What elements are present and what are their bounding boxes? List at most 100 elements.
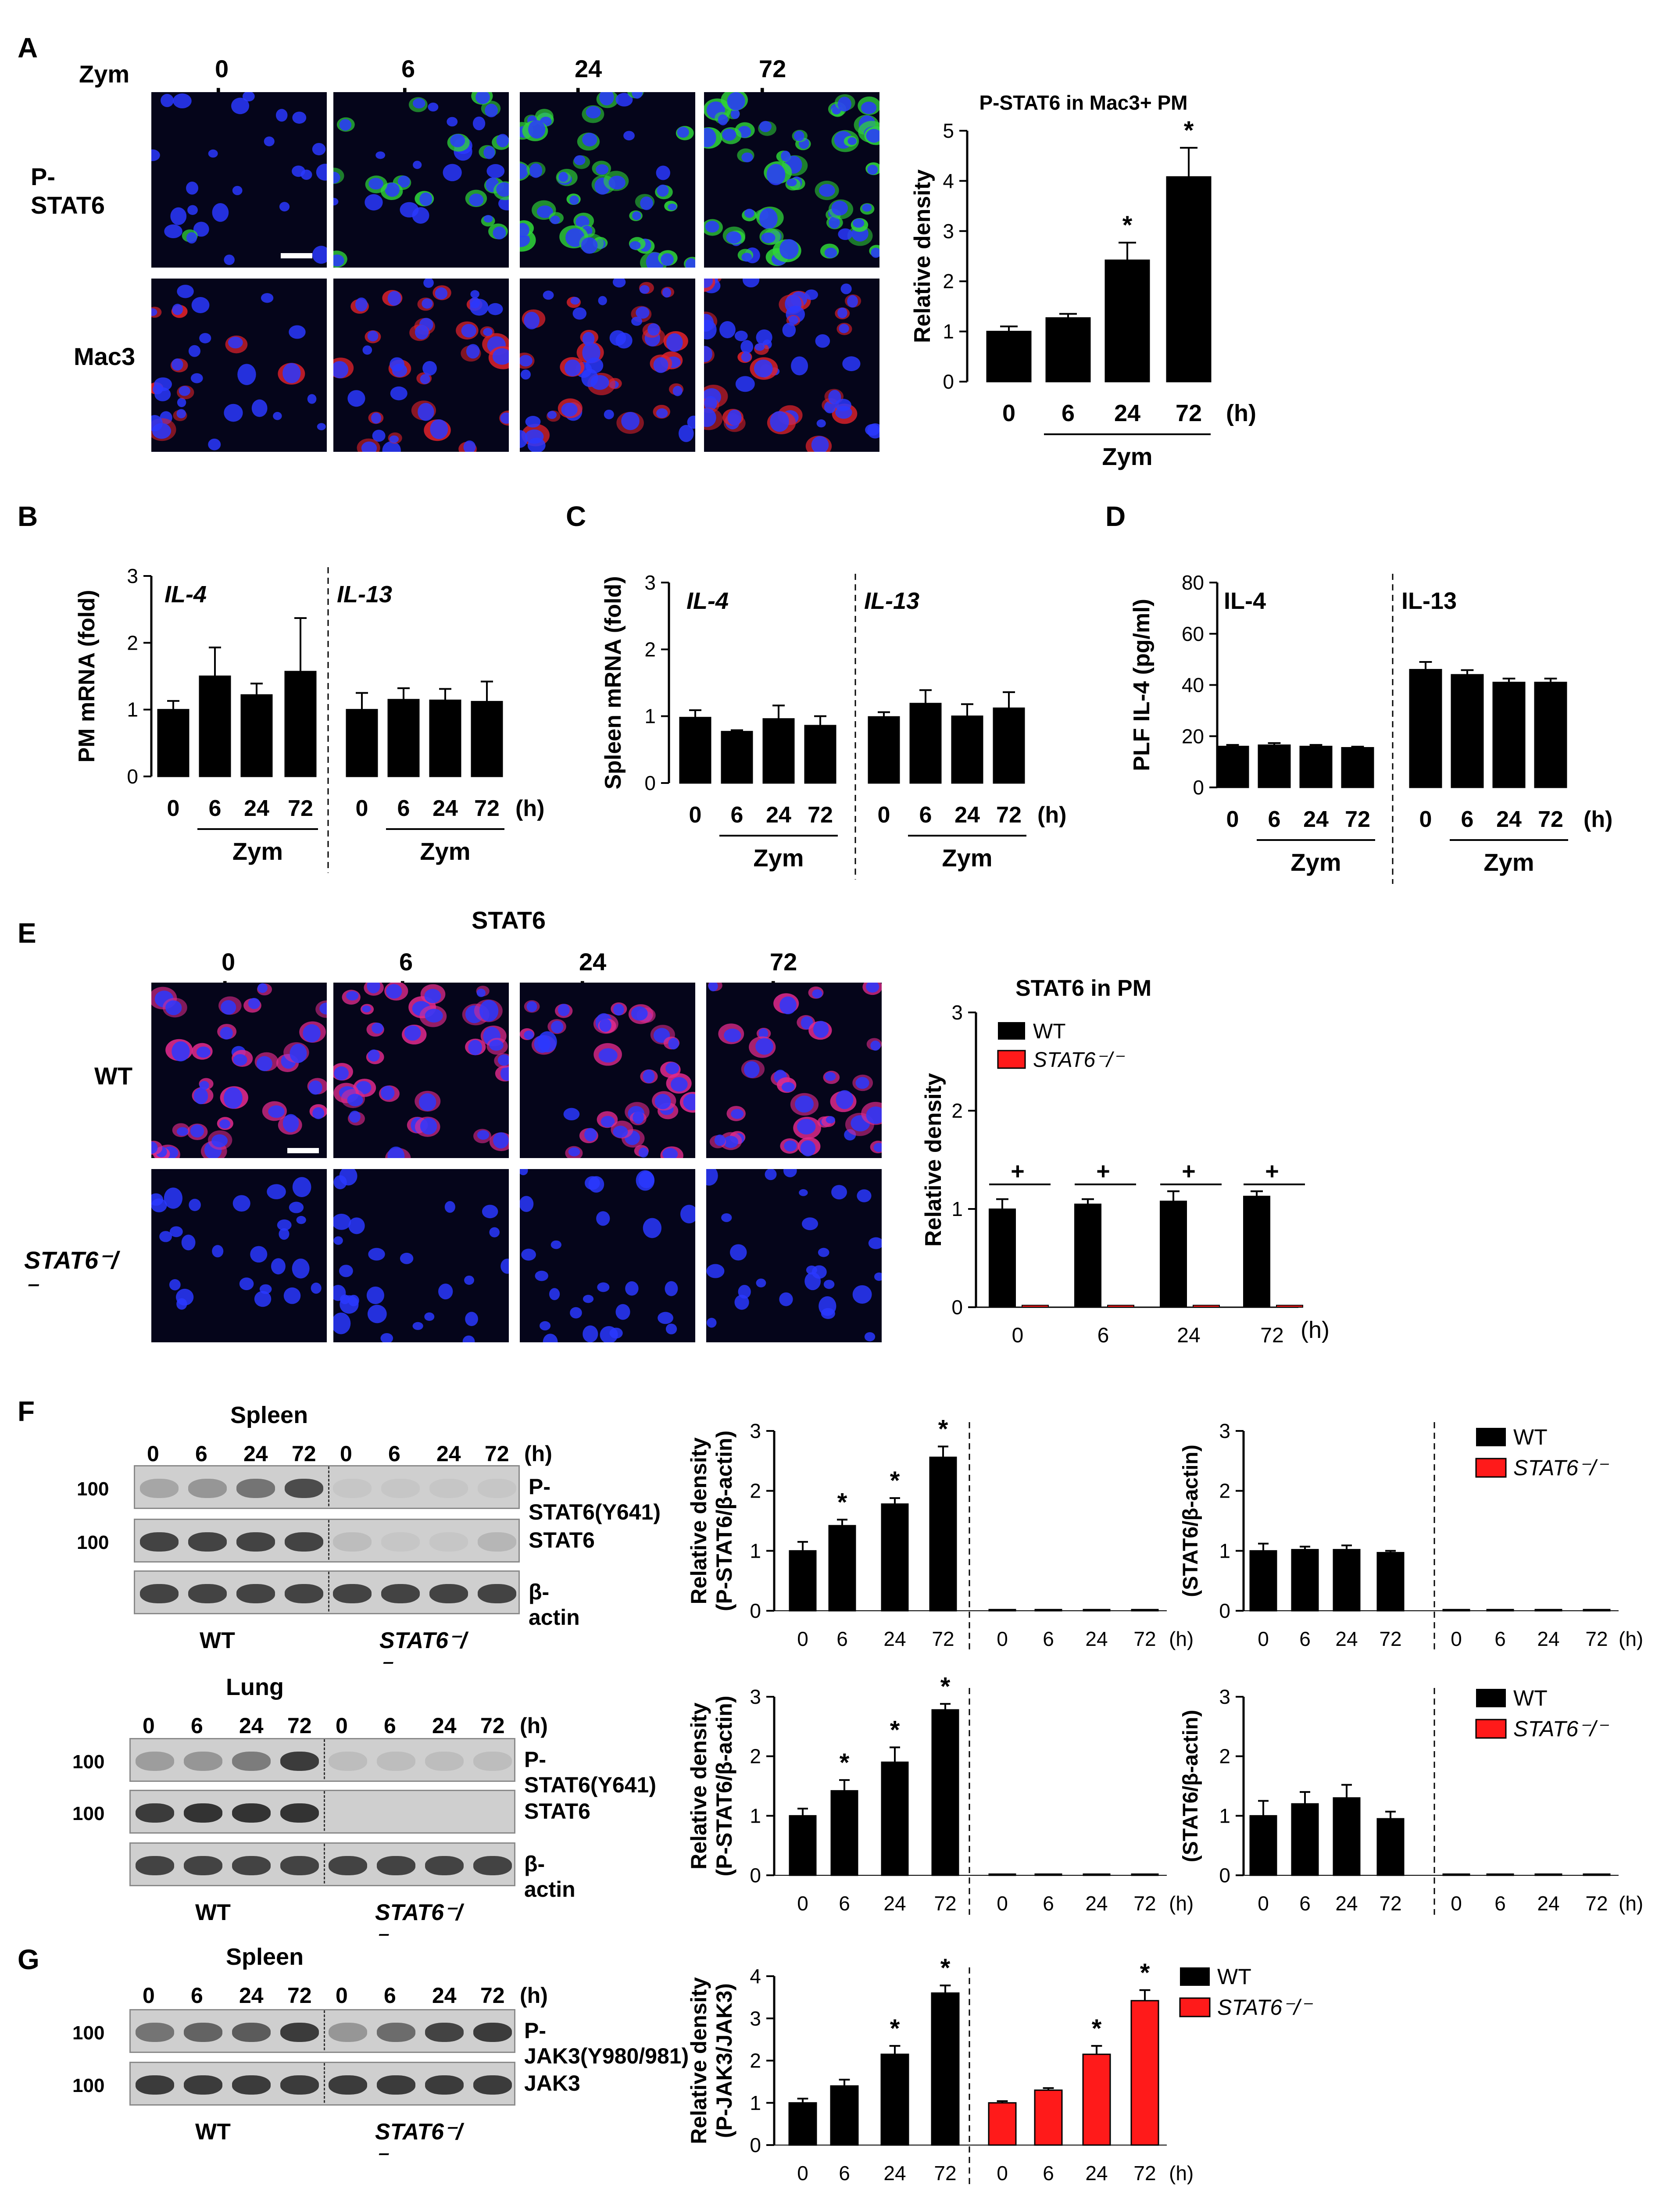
blot-divider [328,1520,329,1561]
y-tick-label: 2 [1219,1480,1230,1502]
y-tick-label: 5 [943,119,954,142]
blot-band [285,1479,323,1498]
x-unit-label: (h) [1619,1627,1643,1650]
y-tick-label: 4 [943,169,954,192]
bar [993,707,1025,784]
legend-label: STAT6⁻/⁻ [1513,1455,1609,1480]
x-tick-label: 72 [1585,1892,1608,1915]
x-tick-label: 72 [1379,1627,1401,1650]
x-tick-label: 24 [244,796,269,821]
blot-band [377,1856,415,1875]
y-tick-label: 1 [750,1539,761,1562]
significance-mark: * [1140,1959,1150,1987]
blot-time-label: 0 [147,1441,159,1466]
panel-letter-b: B [18,501,38,532]
significance-mark: * [938,1415,948,1444]
y-axis-label: Spleen mRNA (fold) [601,576,626,789]
x-tick-label: 24 [883,1627,906,1650]
bar [1034,2089,1063,2146]
blot-strip-0 [129,2009,515,2053]
mw-marker: 100 [72,2022,105,2044]
x-tick-label: 0 [1258,1627,1269,1650]
legend-swatch [1475,1458,1507,1478]
blot-band [333,1479,372,1498]
blot-band [333,1584,372,1603]
x-unit-label: (h) [1169,2162,1194,2185]
blot-group-wt: WT [195,2119,231,2145]
pstat6-micrograph-24h [520,92,695,268]
blot-strip-1 [129,1790,515,1834]
y-tick-label: 0 [943,370,954,393]
blot-band [188,1532,227,1552]
x-tick-label: 72 [1585,1627,1608,1650]
wt-stat6-micrograph-3 [706,983,882,1158]
e-title: STAT6 [472,906,546,934]
a-treatment-label: Zym [79,60,130,88]
blot-band [280,2023,319,2042]
mac3-micrograph-24h [520,279,695,452]
x-tick-label: 72 [1345,807,1370,832]
y-tick-label: 40 [1182,674,1204,697]
treatment-label: Zym [420,837,470,865]
blot-band [140,1479,179,1498]
x-tick-label: 72 [1133,2162,1156,2185]
bar [1299,746,1333,788]
chart-B: 0 1 2 3 0 6 24 72 0 6 24 72 (h) PM mRNA (fold) IL-4 IL-… [74,565,544,873]
bar [240,694,273,777]
x-tick-label: 0 [167,796,180,821]
bar [989,1209,1016,1308]
blot-time-label: 24 [432,1983,457,2008]
y-tick-label: 0 [1219,1599,1230,1622]
group-label: IL-4 [686,588,729,614]
blot-band [329,1856,367,1875]
panel-letter-a: A [18,32,38,64]
blot-band [280,1856,319,1875]
y-tick-label: 3 [943,220,954,243]
y-tick-label: 2 [951,1099,963,1122]
blot-band [140,1532,179,1552]
significance-mark: * [840,1749,850,1777]
y-tick-label: 2 [1219,1745,1230,1768]
e-row-wt: WT [94,1062,133,1090]
x-tick-label: 6 [839,1892,850,1915]
bar [1376,1552,1405,1612]
ko-stat6-micrograph-2 [520,1169,695,1342]
significance-mark: + [1182,1158,1196,1184]
blot-row-label: P-STAT6(Y641) [529,1474,661,1524]
blot-band [478,1532,516,1552]
significance-mark: * [1184,116,1194,145]
x-unit-label: (h) [1583,807,1612,832]
treatment-label: Zym [753,844,804,872]
pstat6-micrograph-0h [151,92,327,268]
blot-band [473,1856,512,1875]
blot-band [236,1532,275,1552]
blot-band [473,2075,512,2095]
y-axis-label: (STAT6/β-actin) [1179,1445,1202,1597]
significance-mark: + [1265,1158,1279,1184]
y-axis-label-2: (P-STAT6/β-actin) [712,1696,736,1877]
chart-D: 0 20 40 60 80 0 6 24 72 0 6 24 72 (h) PLF IL-4 (pg/ml)… [1129,571,1612,884]
significance-mark: + [1096,1158,1110,1184]
chart-C: 0 1 2 3 0 6 24 72 0 6 24 72 (h) Spleen mRNA (fold) IL-… [601,571,1066,880]
bar [929,1456,957,1612]
scale-bar [281,253,312,258]
blot-band [377,2075,415,2095]
blot-group-ko: STAT6⁻/⁻ [375,1900,462,1952]
legend-label: WT [1513,1686,1548,1710]
mw-marker: 100 [72,1751,105,1773]
blot-time-label: 6 [388,1441,400,1466]
blot-band [232,2023,271,2042]
y-tick-label: 2 [943,270,954,293]
bar [788,2102,817,2146]
bar [1243,1195,1270,1308]
blot-band [236,1479,275,1498]
y-tick-label: 1 [127,698,138,721]
x-tick-label: 72 [934,1892,956,1915]
chart-G: 0 1 2 3 4 0 6 * 24 * 72 0 6 * 24 * 72 (h) Relative density… [686,1954,1313,2185]
blot-time-label: 72 [480,1713,505,1738]
blot-divider [324,2010,325,2052]
blot-band [184,1803,222,1823]
x-tick-label: 24 [1303,807,1329,832]
legend-swatch [1476,1428,1506,1446]
x-tick-label: 24 [883,1892,906,1915]
